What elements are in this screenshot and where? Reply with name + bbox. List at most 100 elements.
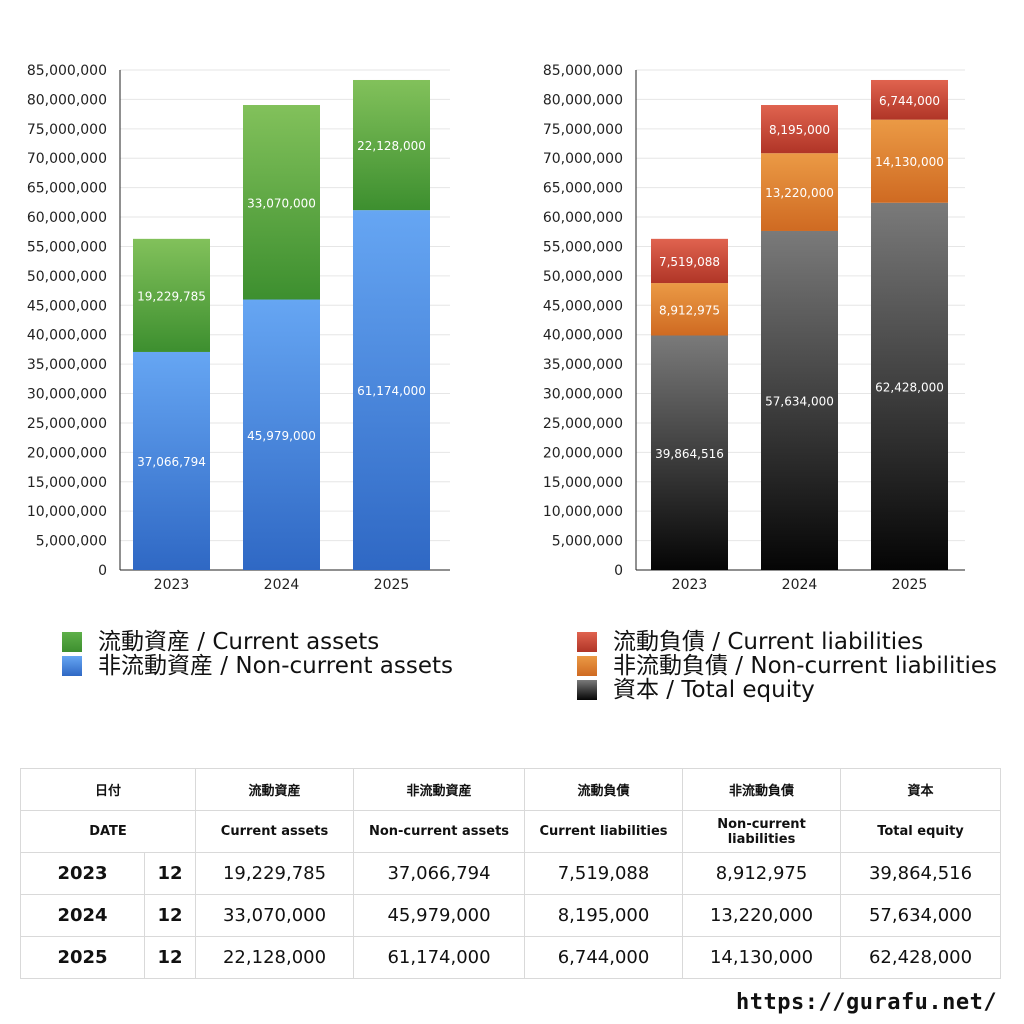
legend-swatch bbox=[62, 656, 82, 676]
y-tick-label: 35,000,000 bbox=[543, 357, 623, 373]
row-month: 12 bbox=[143, 894, 197, 937]
table-cell: 8,912,975 bbox=[682, 852, 842, 895]
legend-item-current-liabilities: 流動負債 / Current liabilities bbox=[577, 630, 997, 654]
bar-segment bbox=[871, 202, 948, 570]
table-row: 2023 12 19,229,785 37,066,794 7,519,088 … bbox=[20, 852, 1002, 895]
bar-segment bbox=[871, 79, 948, 120]
y-tick-label: 50,000,000 bbox=[27, 269, 107, 285]
y-tick-label: 40,000,000 bbox=[27, 328, 107, 344]
table-header-en: DATE Current assets Non-current assets C… bbox=[19, 810, 1002, 853]
y-tick-label: 45,000,000 bbox=[27, 298, 107, 314]
y-tick-label: 85,000,000 bbox=[27, 63, 107, 79]
bar-data-label: 45,979,000 bbox=[247, 429, 316, 443]
legend-label: 流動負債 / Current liabilities bbox=[613, 629, 924, 655]
legend-swatch bbox=[577, 632, 597, 652]
y-tick-label: 0 bbox=[98, 563, 107, 579]
bar-segment bbox=[651, 335, 728, 570]
table-header-jp: 日付 流動資産 非流動資産 流動負債 非流動負債 資本 bbox=[19, 768, 1002, 811]
bar-segment bbox=[353, 79, 430, 211]
header-cell: Total equity bbox=[840, 810, 1002, 853]
y-tick-label: 30,000,000 bbox=[27, 387, 107, 403]
bar-segment bbox=[133, 238, 210, 352]
table-cell: 45,979,000 bbox=[353, 894, 526, 937]
row-year: 2025 bbox=[20, 936, 145, 979]
legend-label: 資本 / Total equity bbox=[613, 677, 815, 703]
y-tick-label: 35,000,000 bbox=[27, 357, 107, 373]
legend-swatch bbox=[577, 680, 597, 700]
header-cell: 流動資産 bbox=[195, 768, 355, 811]
bar-segment bbox=[761, 230, 838, 570]
header-cell: Non-current liabilities bbox=[682, 810, 842, 853]
x-tick-label: 2024 bbox=[264, 577, 300, 593]
header-date-jp: 日付 bbox=[19, 768, 197, 811]
y-tick-label: 10,000,000 bbox=[27, 504, 107, 520]
bar-segment bbox=[871, 119, 948, 203]
table-cell: 33,070,000 bbox=[195, 894, 355, 937]
y-tick-label: 75,000,000 bbox=[27, 122, 107, 138]
y-tick-label: 30,000,000 bbox=[543, 387, 623, 403]
y-tick-label: 75,000,000 bbox=[543, 122, 623, 138]
y-tick-label: 50,000,000 bbox=[543, 269, 623, 285]
y-tick-label: 5,000,000 bbox=[36, 534, 107, 550]
table-cell: 19,229,785 bbox=[195, 852, 355, 895]
table-cell: 8,195,000 bbox=[524, 894, 684, 937]
table-cell: 37,066,794 bbox=[353, 852, 526, 895]
table-cell: 22,128,000 bbox=[195, 936, 355, 979]
bar-data-label: 14,130,000 bbox=[875, 155, 944, 169]
bar-segment bbox=[353, 210, 430, 570]
legend-label: 非流動負債 / Non-current liabilities bbox=[613, 653, 997, 679]
y-tick-label: 25,000,000 bbox=[543, 416, 623, 432]
bar-segment bbox=[761, 153, 838, 231]
legend-item-current-assets: 流動資産 / Current assets bbox=[62, 630, 453, 654]
row-month: 12 bbox=[143, 852, 197, 895]
header-cell: Non-current assets bbox=[353, 810, 526, 853]
y-tick-label: 65,000,000 bbox=[543, 181, 623, 197]
y-tick-label: 40,000,000 bbox=[543, 328, 623, 344]
bar-data-label: 7,519,088 bbox=[659, 255, 720, 269]
legend-label: 流動資産 / Current assets bbox=[98, 629, 380, 655]
y-tick-label: 20,000,000 bbox=[27, 445, 107, 461]
row-year: 2023 bbox=[20, 852, 145, 895]
header-date-en: DATE bbox=[19, 810, 197, 853]
row-month: 12 bbox=[143, 936, 197, 979]
site-url-link[interactable]: https://gurafu.net/ bbox=[736, 990, 998, 1015]
header-cell: 非流動資産 bbox=[353, 768, 526, 811]
header-cell: 資本 bbox=[840, 768, 1002, 811]
balance-table: 日付 流動資産 非流動資産 流動負債 非流動負債 資本 DATE Current… bbox=[19, 768, 1002, 979]
x-tick-label: 2023 bbox=[672, 577, 708, 593]
y-tick-label: 70,000,000 bbox=[543, 151, 623, 167]
y-tick-label: 80,000,000 bbox=[27, 92, 107, 108]
row-year: 2024 bbox=[20, 894, 145, 937]
bar-segment bbox=[243, 105, 320, 300]
liabilities-equity-chart: 0 5,000,000 10,000,000 15,000,000 20,000,000… bbox=[543, 63, 965, 593]
y-tick-label: 60,000,000 bbox=[543, 210, 623, 226]
bar-data-label: 33,070,000 bbox=[247, 196, 316, 210]
bar-data-label: 61,174,000 bbox=[357, 384, 426, 398]
bar-data-label: 13,220,000 bbox=[765, 186, 834, 200]
bar-segment bbox=[243, 299, 320, 570]
bar-data-label: 57,634,000 bbox=[765, 394, 834, 408]
y-tick-label: 60,000,000 bbox=[27, 210, 107, 226]
legend-item-total-equity: 資本 / Total equity bbox=[577, 678, 997, 702]
header-cell: 流動負債 bbox=[524, 768, 684, 811]
table-row: 2025 12 22,128,000 61,174,000 6,744,000 … bbox=[20, 936, 1002, 979]
bar-segment bbox=[761, 105, 838, 154]
bar-segment bbox=[651, 238, 728, 284]
charts-canvas: 0 5,000,000 10,000,000 15,000,000 20,000,000… bbox=[27, 63, 965, 593]
header-cell: Current liabilities bbox=[524, 810, 684, 853]
y-tick-label: 0 bbox=[614, 563, 623, 579]
bar-data-label: 37,066,794 bbox=[137, 455, 206, 469]
header-cell: Current assets bbox=[195, 810, 355, 853]
table-cell: 6,744,000 bbox=[524, 936, 684, 979]
y-tick-label: 70,000,000 bbox=[27, 151, 107, 167]
table-cell: 57,634,000 bbox=[840, 894, 1002, 937]
table-cell: 13,220,000 bbox=[682, 894, 842, 937]
bar-data-label: 6,744,000 bbox=[879, 94, 940, 108]
y-tick-label: 55,000,000 bbox=[27, 239, 107, 255]
legend-label: 非流動資産 / Non-current assets bbox=[98, 653, 454, 679]
x-tick-label: 2023 bbox=[154, 577, 190, 593]
table-cell: 14,130,000 bbox=[682, 936, 842, 979]
legend-item-non-current-liabilities: 非流動負債 / Non-current liabilities bbox=[577, 654, 997, 678]
bar-data-label: 62,428,000 bbox=[875, 380, 944, 394]
y-tick-label: 85,000,000 bbox=[543, 63, 623, 79]
